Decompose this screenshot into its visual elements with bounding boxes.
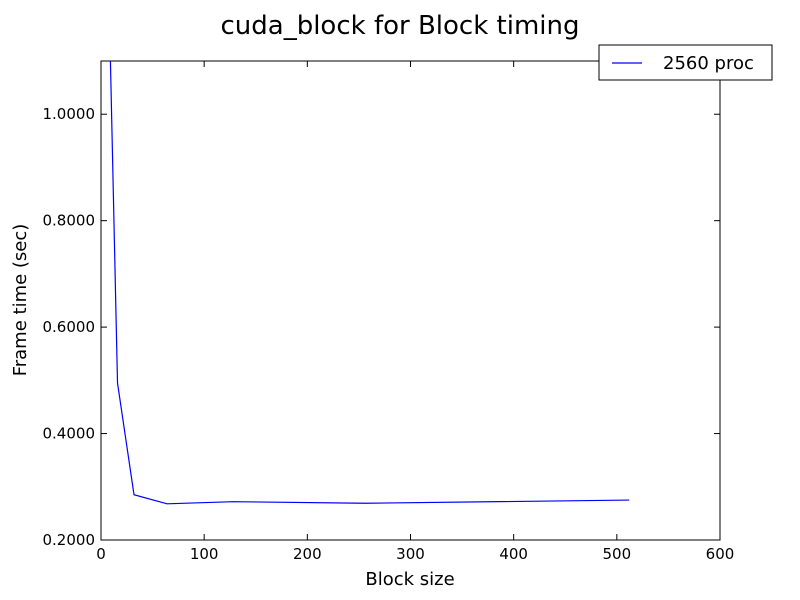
- series-layer: [109, 61, 630, 505]
- x-tick-label: 600: [706, 545, 735, 563]
- legend-box: [598, 44, 773, 81]
- x-tick-label: 100: [190, 545, 219, 563]
- y-tick-label: 0.2000: [43, 531, 96, 549]
- plot-frame: [100, 60, 721, 541]
- y-tick-label: 0.8000: [43, 212, 96, 230]
- x-tick-label: 400: [499, 545, 528, 563]
- x-tick-label: 300: [396, 545, 425, 563]
- legend-label-2560-proc: 2560 proc: [663, 53, 754, 74]
- x-tick-label: 500: [603, 545, 632, 563]
- chart-title: cuda_block for Block timing: [220, 11, 579, 41]
- plot-area: 0 100 200 300 400 500 600 0.20000.40000.60000.…: [43, 60, 734, 563]
- y-tick-label: 0.6000: [43, 318, 96, 336]
- x-axis-label: Block size: [365, 569, 454, 590]
- y-axis-label: Frame time (sec): [10, 224, 31, 377]
- x-tick-label: 200: [293, 545, 322, 563]
- x-axis-ticks: 0 100 200 300 400 500 600: [96, 61, 734, 563]
- y-tick-label: 1.0000: [43, 105, 96, 123]
- x-tick-label: 0: [96, 545, 106, 563]
- y-axis-ticks: 0.2000 0.4000 0.6000 0.8000 1.0000: [43, 105, 720, 549]
- legend: 2560 proc: [598, 44, 773, 81]
- y-tick-label: 0.4000: [43, 425, 96, 443]
- series-line-0: [109, 61, 630, 505]
